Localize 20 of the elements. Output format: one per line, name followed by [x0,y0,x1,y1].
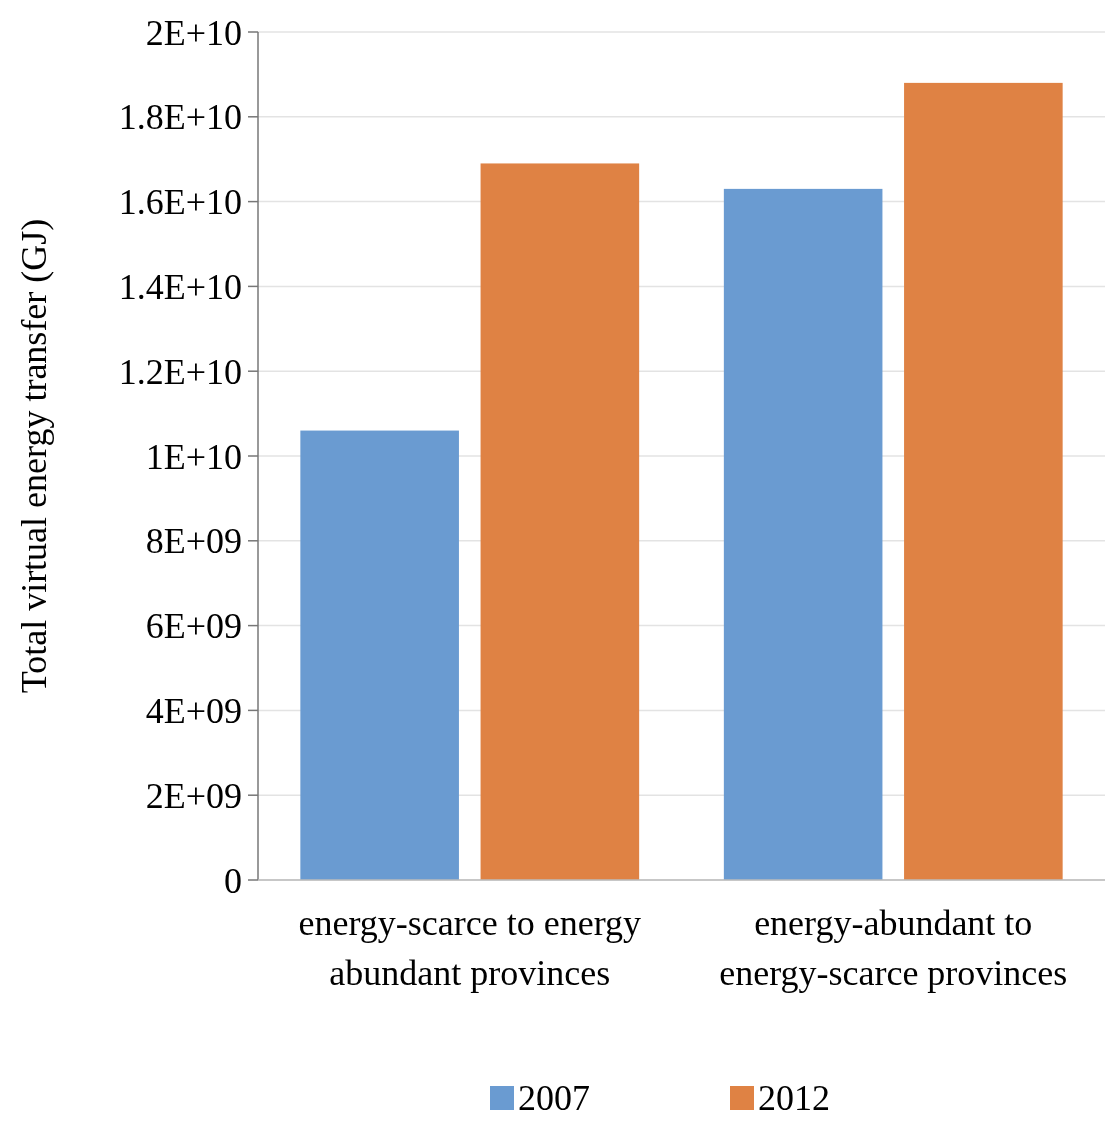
bar [904,82,1063,880]
bar [723,188,883,880]
bar [300,430,459,880]
y-tick-label: 4E+09 [145,691,242,731]
y-tick-label: 1.2E+10 [118,351,242,392]
y-axis-title: Total virtual energy transfer (GJ) [14,218,54,694]
y-tick-label: 1.8E+10 [118,97,242,138]
legend-label: 2007 [518,1078,590,1118]
y-tick-label: 1.4E+10 [118,267,242,307]
x-tick-label: energy-scarce to energy abundant provinces [298,903,641,993]
y-tick-label: 1E+10 [145,436,242,477]
y-tick-label: 8E+09 [145,521,242,562]
y-tick-label: 1.6E+10 [118,182,242,223]
y-tick-label: 6E+09 [145,606,242,647]
y-tick-label: 2E+10 [145,12,242,53]
legend-label: 2012 [758,1078,830,1118]
y-tick-label: 2E+09 [145,775,242,816]
y-tick-label: 0 [224,860,242,901]
bar [480,163,640,880]
x-tick-label: energy-abundant to energy-scarce provinces [719,903,1068,993]
